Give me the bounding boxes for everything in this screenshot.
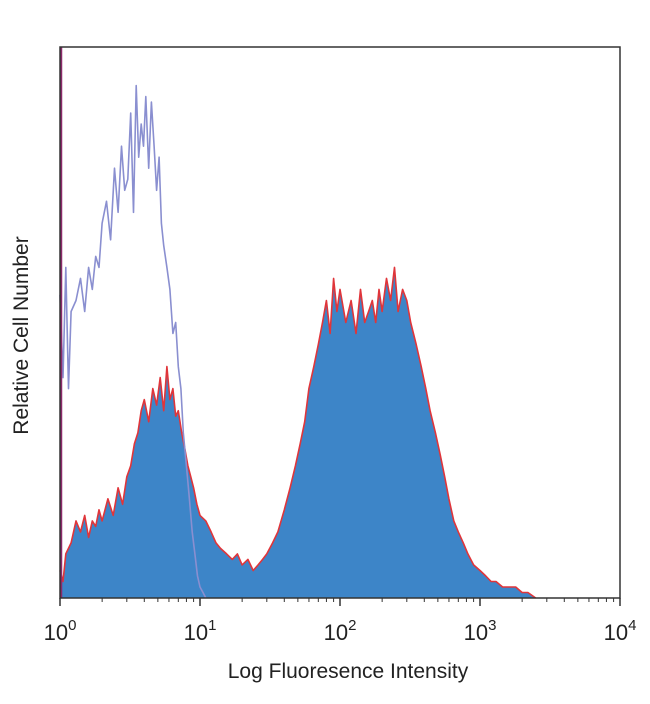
x-tick-label: 101 [184, 617, 217, 645]
y-axis-title: Relative Cell Number [10, 236, 33, 434]
x-axis-title: Log Fluoresence Intensity [228, 660, 469, 683]
x-axis: 100 101 102 103 104 [44, 598, 637, 645]
stained-sample-area [60, 267, 536, 598]
stained-sample-edge [59, 266, 537, 599]
isotype-control-line [59, 84, 207, 599]
x-tick-label: 100 [44, 617, 77, 645]
x-tick-label: 104 [604, 617, 637, 645]
plot-area [59, 47, 537, 599]
x-tick-label: 102 [324, 617, 357, 645]
x-tick-label: 103 [464, 617, 497, 645]
